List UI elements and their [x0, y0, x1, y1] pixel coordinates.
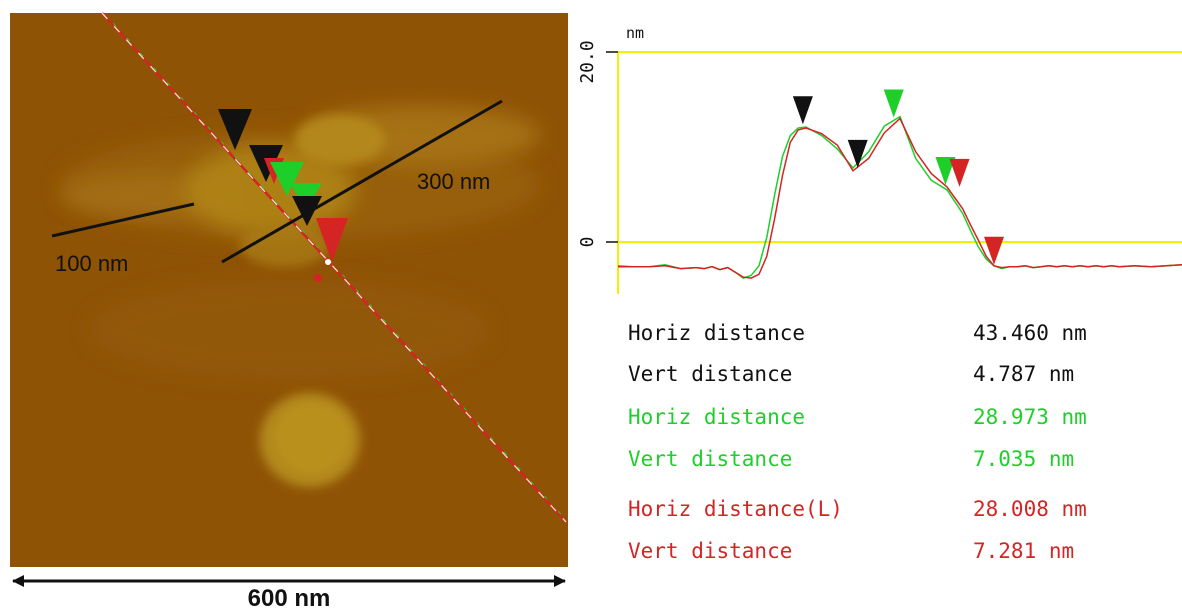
measurement-value: 28.008 nm	[973, 497, 1087, 521]
afm-image	[10, 12, 569, 587]
profile-marker-black	[792, 96, 813, 125]
afm-marker-black	[249, 145, 283, 182]
annotation-300nm: 300 nm	[417, 169, 491, 194]
afm-marker-green	[270, 162, 304, 196]
measurement-label: Horiz distance	[628, 405, 806, 429]
lower-halo	[90, 280, 490, 380]
y-unit-label: nm	[626, 24, 644, 42]
profile-marker-black	[847, 139, 868, 168]
annotation-100nm: 100 nm	[55, 251, 129, 276]
flake-tail	[240, 223, 330, 267]
measurement-row: Vert distance 7.281 nm	[628, 539, 1168, 569]
grid-lines	[617, 51, 1182, 294]
profile-dot	[314, 274, 322, 282]
afm-marker-black	[218, 109, 252, 150]
width-line-300nm	[221, 99, 503, 264]
measurement-value: 7.035 nm	[973, 447, 1075, 471]
round-particle-core	[276, 404, 348, 472]
y-tick-label: 0	[577, 237, 598, 248]
profile-marker-red	[949, 158, 970, 187]
axis-layer: 20.00	[577, 40, 618, 247]
measurement-label: Vert distance	[628, 447, 793, 471]
afm-markers	[218, 109, 348, 262]
measurement-label: Horiz distance(L)	[628, 497, 843, 521]
afm-marker-red	[316, 218, 348, 262]
measurement-value: 7.281 nm	[973, 539, 1075, 563]
measurement-label: Vert distance	[628, 539, 793, 563]
measurement-row: Vert distance 7.035 nm	[628, 447, 1168, 477]
chart-background	[568, 0, 1182, 310]
measurement-value: 43.460 nm	[973, 321, 1087, 345]
measurement-label: Vert distance	[628, 362, 793, 386]
measurement-row: Vert distance 4.787 nm	[628, 362, 1168, 392]
profile-line-red	[618, 117, 1182, 279]
afm-marker-black	[292, 196, 322, 226]
measurement-row: Horiz distance 43.460 nm	[628, 321, 1168, 351]
profile-marker-green	[883, 89, 904, 118]
measurement-label: Horiz distance	[628, 321, 806, 345]
measurement-row: Horiz distance(L) 28.008 nm	[628, 497, 1168, 527]
profile-marker-green	[935, 157, 956, 185]
width-line-100nm	[51, 202, 195, 238]
y-tick-label: 20.0	[577, 40, 598, 83]
series-layer	[617, 115, 1182, 279]
measurement-value: 28.973 nm	[973, 405, 1087, 429]
marker-layer	[792, 89, 1004, 265]
measurement-row: Horiz distance 28.973 nm	[628, 405, 1168, 435]
flake-ridge	[295, 115, 385, 165]
height-profile-chart: 20.00 nm	[568, 0, 1182, 310]
profile-dot	[325, 259, 331, 265]
profile-marker-red	[984, 236, 1004, 265]
scale-bar-label: 600 nm	[247, 585, 331, 612]
measurement-value: 4.787 nm	[973, 362, 1075, 386]
profile-section-line	[101, 12, 569, 523]
